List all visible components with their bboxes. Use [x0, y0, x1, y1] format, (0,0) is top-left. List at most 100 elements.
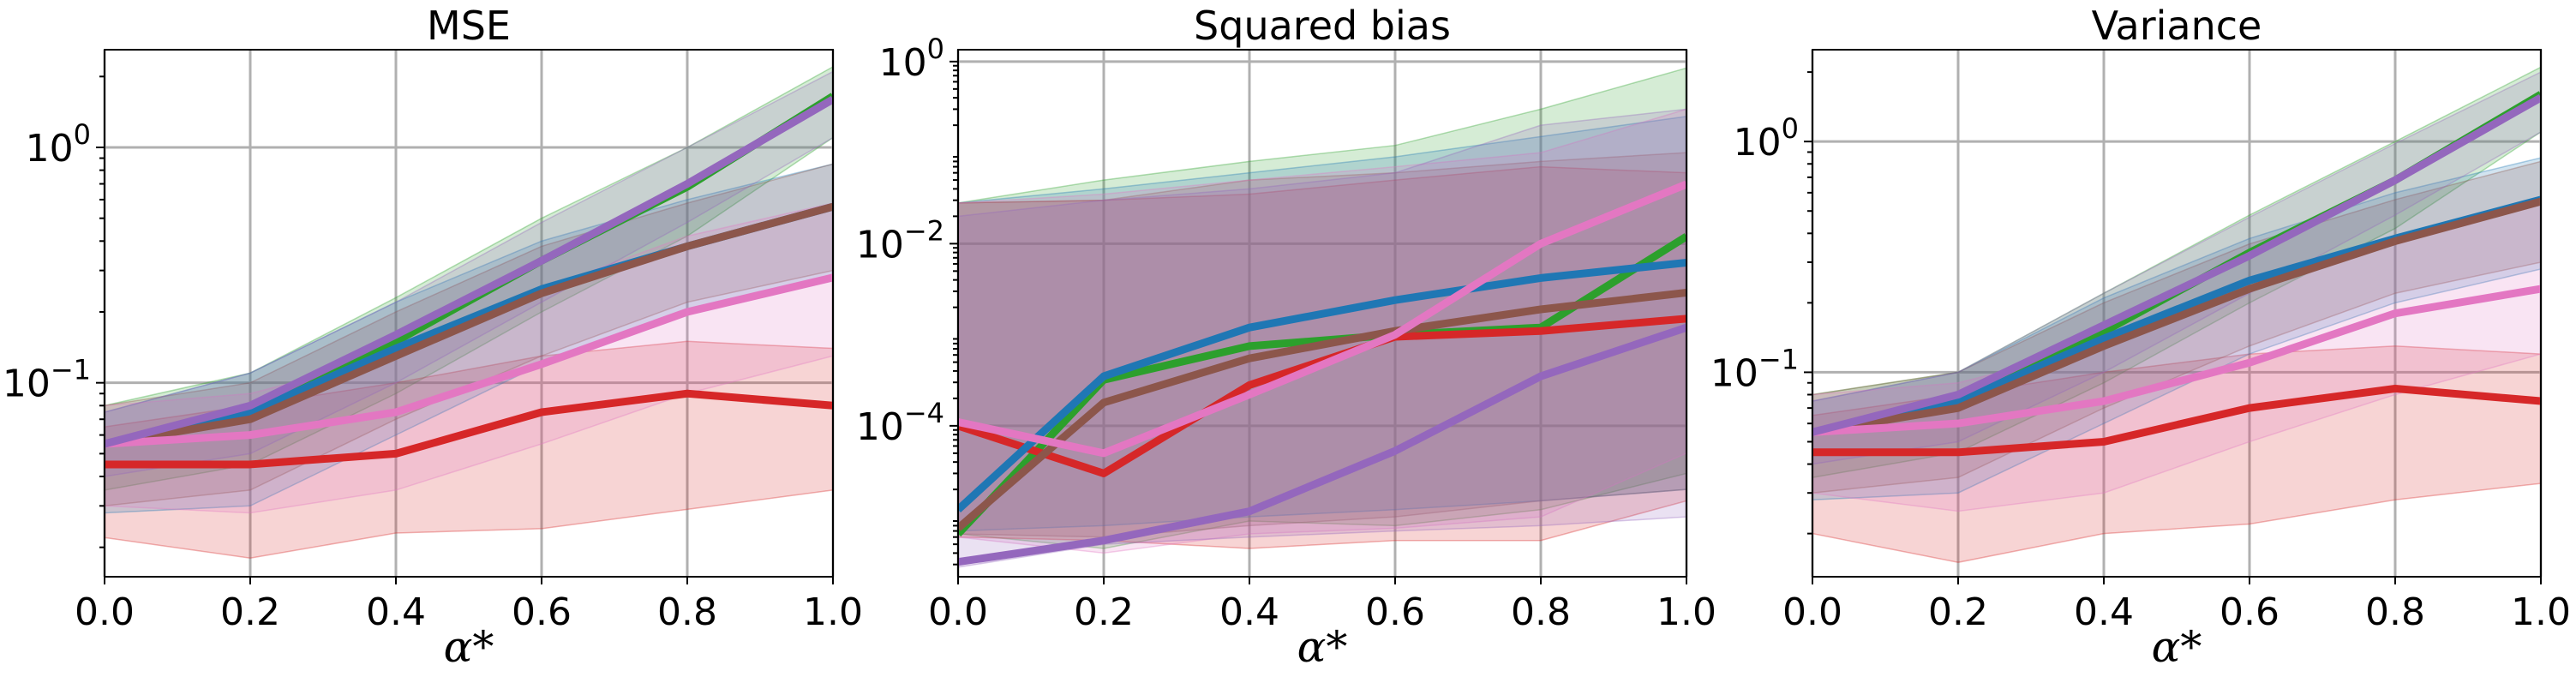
point-pink	[2103, 400, 2105, 402]
point-purple	[2103, 324, 2105, 326]
x-tick-label: 0.2	[1928, 590, 1988, 634]
point-green	[2103, 331, 2105, 333]
x-axis-label: α*	[444, 622, 494, 672]
band-purple	[105, 70, 833, 477]
y-tick-base: 10	[1734, 121, 1782, 165]
line-brown	[958, 289, 1686, 531]
x-tick-label: 0.4	[1219, 590, 1279, 634]
point-green	[1249, 345, 1250, 347]
x-tick-label: 0.0	[1782, 590, 1842, 634]
line-purple	[958, 323, 1686, 566]
x-tick-label: 1.0	[803, 590, 863, 634]
y-tick-exponent: −2	[904, 214, 944, 247]
point-red	[1540, 330, 1542, 332]
y-tick-exponent: −1	[51, 354, 91, 386]
point-pink	[395, 411, 397, 413]
line-purple	[1812, 93, 2541, 436]
y-tick-label: 10−4	[856, 397, 944, 449]
y-tick-base: 10	[879, 41, 927, 85]
point-red	[2103, 440, 2105, 442]
y-tick-base: 10	[856, 405, 904, 449]
point-purple	[1540, 375, 1542, 377]
x-tick-label: 0.2	[1074, 590, 1134, 634]
axes-frame	[104, 49, 834, 578]
x-tick-label: 0.6	[512, 590, 572, 634]
y-tick-exponent: −4	[904, 397, 944, 429]
y-tick-base: 10	[26, 127, 74, 171]
y-tick-label: 10−1	[1710, 343, 1799, 395]
point-blue	[1394, 299, 1396, 301]
y-tick-label: 100	[879, 33, 944, 85]
point-brown	[686, 245, 688, 247]
band-purple	[1812, 71, 2541, 465]
y-tick-base: 10	[1710, 351, 1758, 395]
x-tick-label: 0.6	[1365, 590, 1425, 634]
x-tick-label: 0.8	[2365, 590, 2425, 634]
line-purple	[105, 96, 833, 448]
x-tick-label: 1.0	[2511, 590, 2571, 634]
point-purple	[1394, 450, 1396, 452]
x-tick-label: 0.4	[2074, 590, 2134, 634]
y-tick-base: 10	[3, 362, 51, 406]
point-brown	[1957, 407, 1959, 409]
y-tick-label: 100	[1734, 112, 1799, 165]
x-tick-label: 0.8	[1511, 590, 1571, 634]
point-purple	[686, 183, 688, 185]
y-tick-label: 10−2	[856, 214, 944, 267]
x-axis-label: α*	[1297, 622, 1348, 672]
point-blue	[2103, 338, 2105, 339]
point-brown	[2394, 240, 2396, 242]
line-brown	[105, 202, 833, 448]
point-red	[1103, 472, 1105, 474]
line-pink	[958, 180, 1686, 458]
x-tick-label: 1.0	[1656, 590, 1716, 634]
line-red	[105, 389, 833, 469]
point-purple	[1249, 511, 1250, 512]
point-purple	[2394, 179, 2396, 181]
point-pink	[249, 434, 251, 436]
variance-title: Variance	[2092, 3, 2262, 49]
point-purple	[1103, 540, 1105, 542]
point-brown	[1103, 402, 1105, 404]
point-blue	[1249, 327, 1250, 328]
plot-area	[958, 67, 1686, 568]
y-tick-label: 10−1	[3, 354, 91, 406]
point-blue	[1103, 375, 1105, 377]
y-tick-label: 100	[26, 118, 91, 171]
point-purple	[395, 334, 397, 336]
x-axis-label: α*	[2152, 622, 2202, 672]
point-purple	[249, 404, 251, 406]
point-pink	[1957, 422, 1959, 424]
point-green	[395, 340, 397, 342]
band-green	[958, 67, 1686, 549]
point-pink	[1103, 452, 1105, 454]
point-brown	[2103, 345, 2105, 347]
y-tick-exponent: 0	[927, 33, 944, 65]
point-blue	[249, 411, 251, 413]
point-pink	[1394, 334, 1396, 336]
point-blue	[1540, 277, 1542, 279]
band-brown	[105, 163, 833, 507]
y-tick-base: 10	[856, 223, 904, 267]
squared-bias-title: Squared bias	[1194, 3, 1451, 49]
band-brown	[1812, 160, 2541, 494]
line-brown	[1812, 197, 2541, 436]
point-brown	[249, 418, 251, 420]
mse-title: MSE	[427, 3, 511, 49]
point-red	[686, 392, 688, 394]
line-blue	[958, 258, 1686, 513]
x-tick-label: 0.4	[366, 590, 426, 634]
band-blue	[958, 116, 1686, 532]
point-blue	[395, 348, 397, 350]
point-pink	[1249, 393, 1250, 395]
axes-frame	[1812, 49, 2542, 578]
line-pink	[1812, 285, 2541, 436]
x-tick-label: 0.8	[657, 590, 717, 634]
axes-frame	[957, 49, 1687, 578]
line-pink	[105, 273, 833, 448]
y-tick-exponent: 0	[74, 118, 91, 151]
